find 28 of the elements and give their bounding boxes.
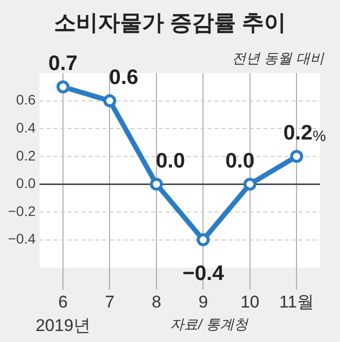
- y-tick-label: 0.6: [16, 92, 36, 108]
- x-tick-label: 11월: [279, 292, 314, 312]
- x-tick-label: 8: [152, 292, 162, 312]
- chart-title: 소비자물가 증감률 추이: [52, 9, 288, 37]
- data-label: 0.7: [48, 52, 78, 76]
- y-tick-label: 0.4: [16, 119, 36, 136]
- y-tick-label: −0.4: [8, 230, 36, 247]
- chart-subtitle: 전년 동월 대비: [232, 50, 324, 68]
- data-label: −0.4: [182, 262, 224, 285]
- point: [56, 80, 70, 94]
- x-tick-label: 7: [104, 292, 114, 312]
- point: [150, 178, 163, 191]
- x-tick-label: 6: [58, 292, 68, 312]
- data-label: 0.2%: [283, 122, 326, 146]
- data-label: 0.0: [156, 149, 186, 172]
- point: [196, 233, 210, 246]
- x-tick-label: 10: [240, 292, 260, 312]
- y-tick-label: −0.2: [8, 202, 36, 219]
- point: [290, 150, 304, 163]
- data-label: 0.0: [225, 149, 255, 172]
- point: [243, 178, 256, 191]
- x-tick-label: 9: [198, 292, 208, 312]
- text: 2019년: [36, 316, 90, 336]
- y-tick-label: 0.0: [16, 175, 36, 192]
- point: [103, 94, 116, 108]
- data-label: 0.6: [109, 66, 138, 90]
- y-tick-label: 0.2: [16, 147, 36, 164]
- text: 자료/ 통계청: [170, 316, 248, 334]
